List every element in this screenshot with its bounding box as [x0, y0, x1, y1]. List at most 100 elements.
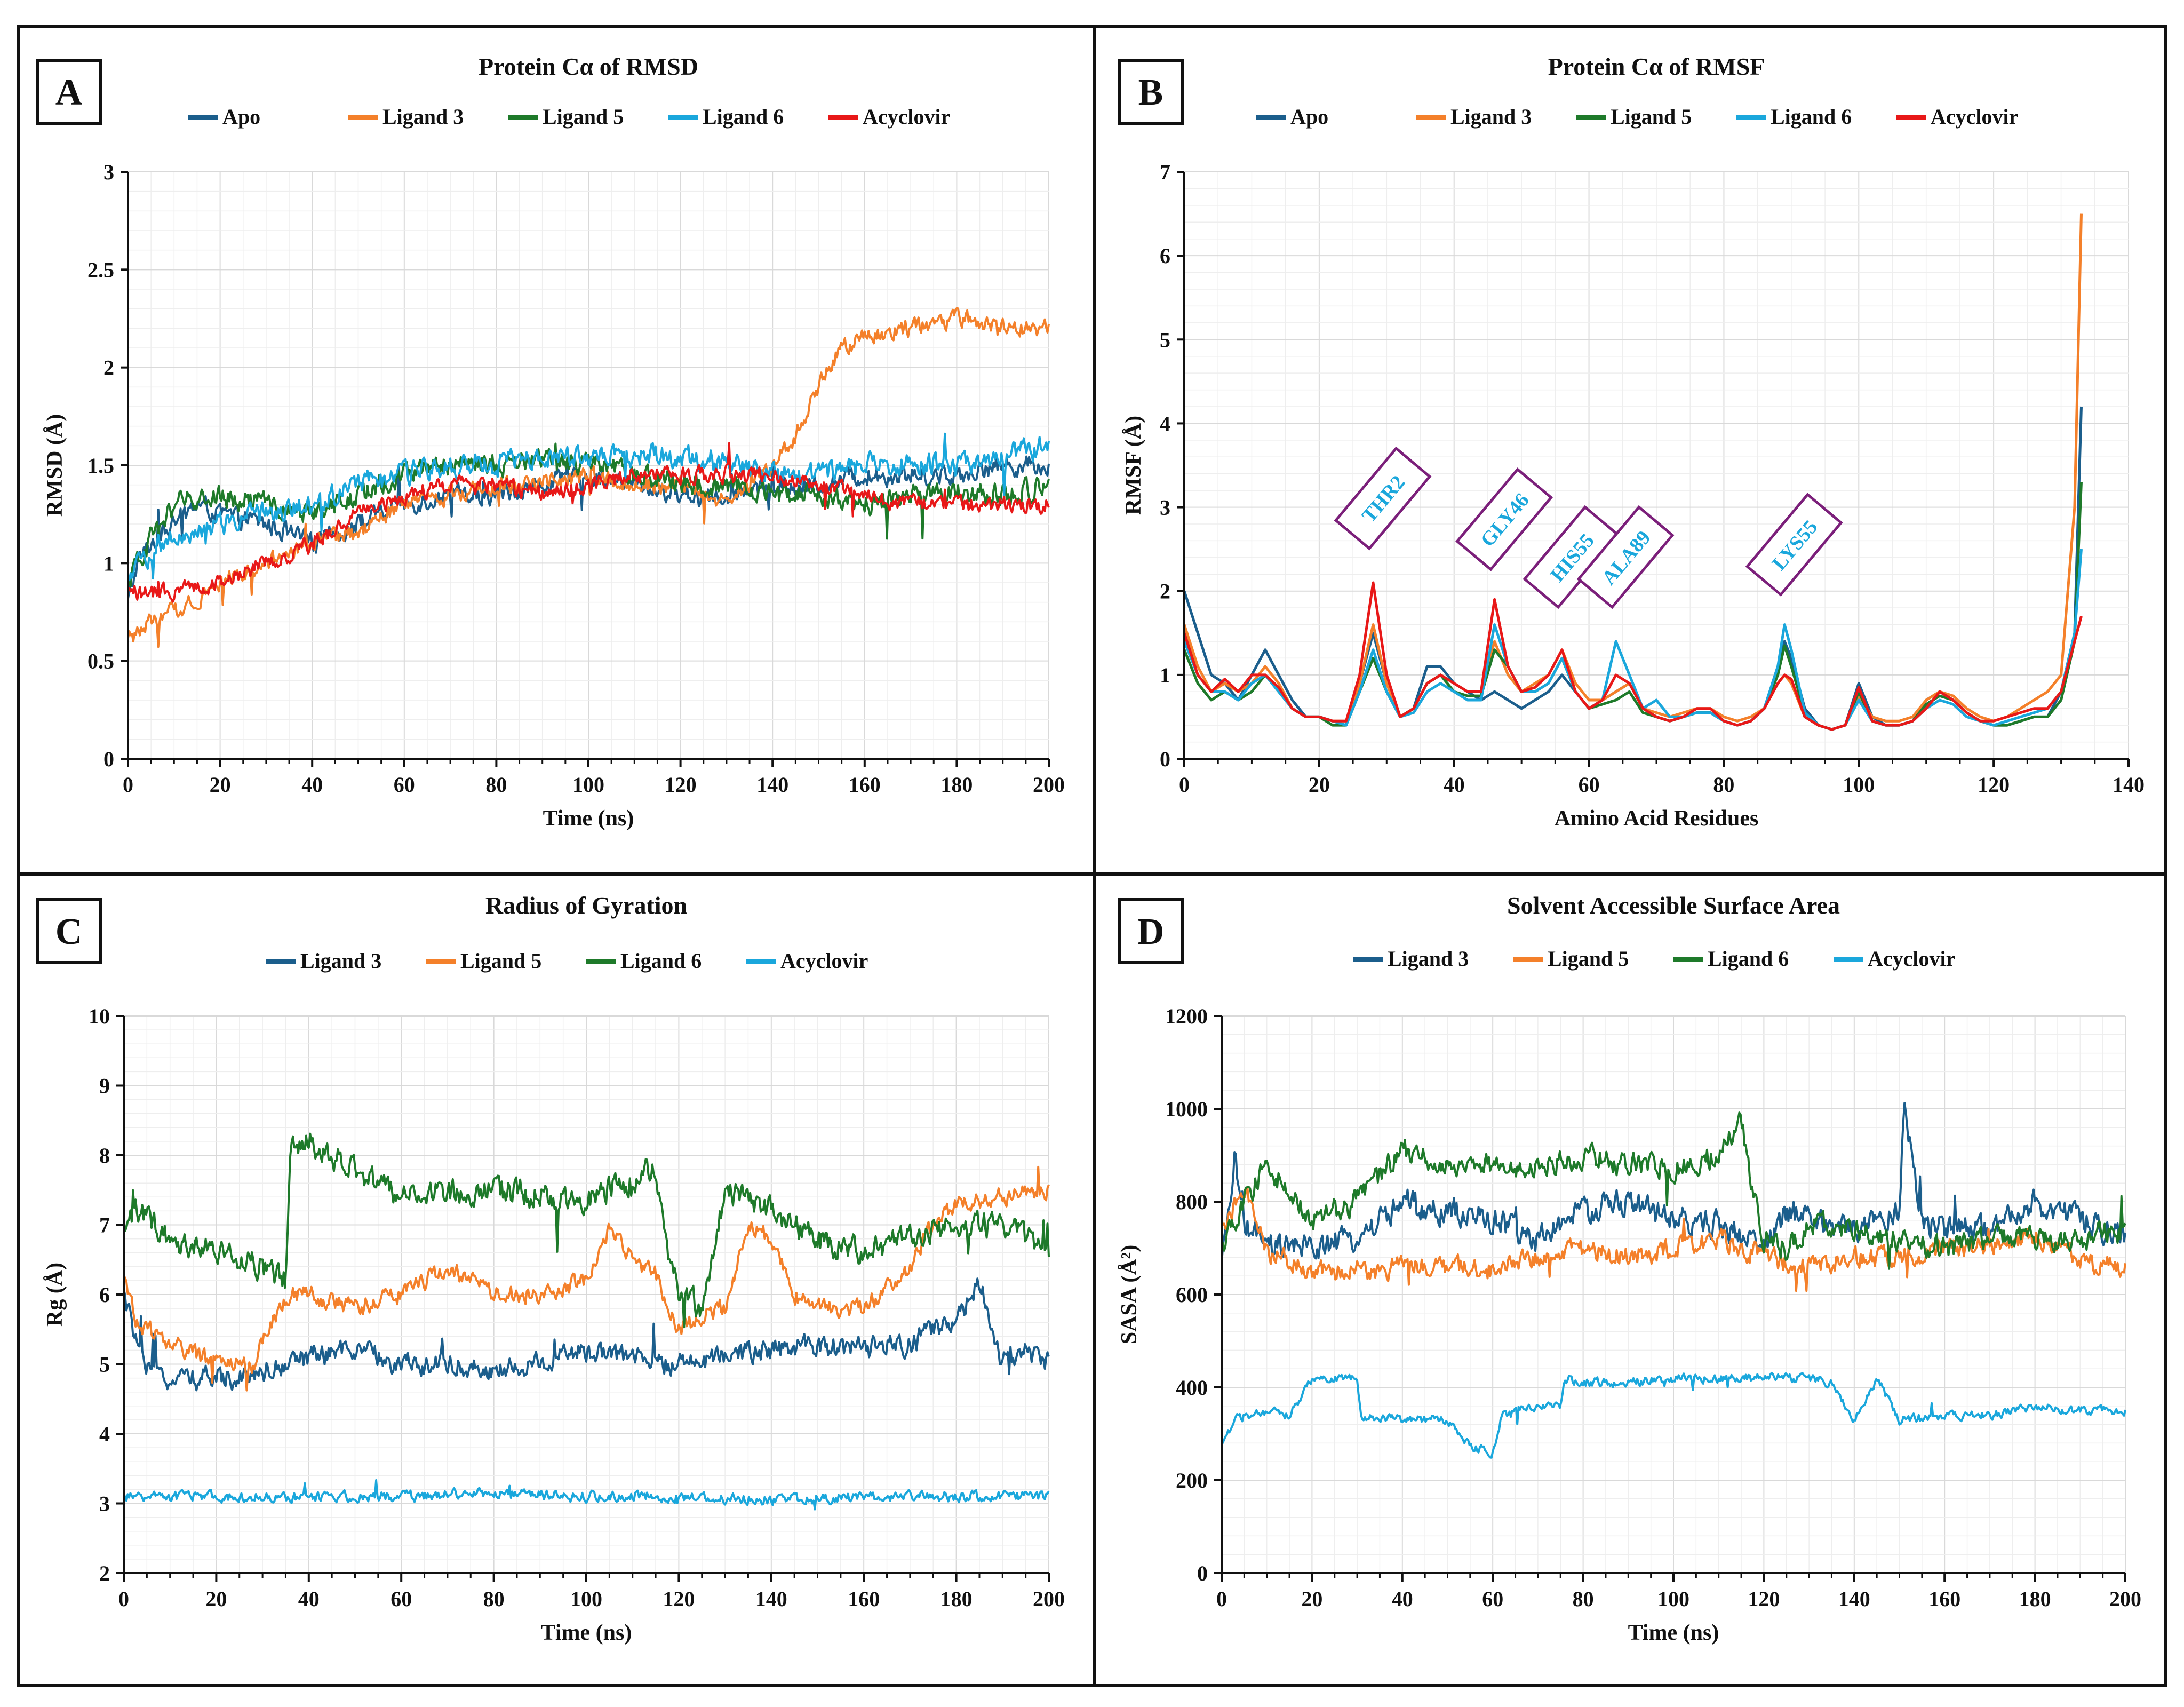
y-axis-label: Rg (Å) — [43, 1263, 67, 1327]
legend-item: Acyclovir — [1834, 947, 1955, 971]
x-axis-label: Time (ns) — [541, 1621, 632, 1645]
x-tick-label: 80 — [1713, 773, 1734, 797]
x-tick-label: 0 — [118, 1587, 129, 1611]
legend-label: Apo — [1290, 105, 1328, 129]
y-tick-label: 1 — [103, 551, 114, 575]
chart-title: Solvent Accessible Surface Area — [1507, 892, 1840, 919]
y-tick-label: 400 — [1176, 1376, 1208, 1400]
x-tick-label: 80 — [483, 1587, 505, 1611]
legend-label: Acyclovir — [863, 105, 950, 129]
chart-series — [1221, 1102, 2126, 1459]
series-line-acyclovir — [127, 442, 1050, 759]
x-axis-label: Time (ns) — [1628, 1621, 1719, 1645]
figure-frame — [17, 25, 2167, 1687]
legend-item: Apo — [1256, 105, 1328, 129]
legend-item: Ligand 5 — [1576, 105, 1692, 129]
x-tick-label: 200 — [1033, 1587, 1065, 1611]
legend-label: Ligand 6 — [620, 949, 702, 973]
y-tick-label: 5 — [99, 1353, 110, 1377]
legend-label: Acyclovir — [1868, 947, 1955, 971]
chart-title: Protein Cα of RMSD — [479, 53, 698, 80]
x-tick-label: 200 — [2109, 1587, 2141, 1611]
x-tick-label: 120 — [1978, 773, 2010, 797]
x-tick-label: 60 — [1579, 773, 1600, 797]
residue-annotation: GLY46 — [1455, 467, 1553, 571]
panel-label-box — [1118, 59, 1184, 125]
chart-grid — [123, 1015, 1049, 1574]
y-tick-label: 1.5 — [87, 454, 114, 478]
y-tick-label: 2 — [103, 356, 114, 380]
y-tick-label: 8 — [99, 1144, 110, 1168]
legend-label: Ligand 5 — [1548, 947, 1629, 971]
y-tick-label: 600 — [1176, 1283, 1208, 1307]
panel-a: A Protein Cα of RMSD Apo Ligand 3 Ligand 5 Li… — [36, 53, 1065, 831]
y-tick-label: 4 — [1160, 411, 1170, 435]
series-line-acyclovir — [1221, 1372, 2126, 1459]
series-line-ligand-3 — [127, 307, 1050, 759]
chart-legend: Apo Ligand 3 Ligand 5 Ligand 6 Acyclovir — [188, 105, 950, 129]
y-tick-label: 3 — [1160, 496, 1170, 520]
y-tick-label: 7 — [99, 1213, 110, 1237]
chart-grid — [1221, 1015, 2126, 1574]
y-tick-label: 9 — [99, 1074, 110, 1098]
x-tick-label: 60 — [1482, 1587, 1503, 1611]
y-tick-label: 0.5 — [87, 649, 114, 673]
legend-label: Apo — [222, 105, 260, 129]
y-axis-label: RMSD (Å) — [43, 414, 67, 517]
panel-label: A — [55, 72, 83, 113]
legend-item: Ligand 6 — [668, 105, 784, 129]
x-tick-label: 200 — [1033, 773, 1065, 797]
x-tick-label: 100 — [572, 773, 604, 797]
x-tick-label: 160 — [849, 773, 881, 797]
chart-grid — [1184, 171, 2129, 759]
chart-legend: Ligand 3 Ligand 5 Ligand 6 Acyclovir — [266, 949, 868, 973]
y-tick-label: 200 — [1176, 1468, 1208, 1492]
y-tick-label: 1 — [1160, 663, 1170, 687]
x-tick-label: 120 — [665, 773, 697, 797]
legend-item: Ligand 3 — [1416, 105, 1532, 129]
annotation-box — [1455, 467, 1553, 571]
x-tick-label: 120 — [663, 1587, 695, 1611]
x-tick-label: 160 — [1928, 1587, 1960, 1611]
x-tick-label: 180 — [940, 773, 973, 797]
legend-label: Ligand 6 — [1708, 947, 1789, 971]
legend-item: Apo — [188, 105, 260, 129]
x-tick-label: 140 — [2113, 773, 2145, 797]
x-axis-label: Time (ns) — [543, 806, 634, 831]
panel-label-box — [36, 59, 102, 125]
legend-label: Ligand 3 — [300, 949, 381, 973]
chart-series — [127, 307, 1050, 759]
x-tick-label: 40 — [1444, 773, 1465, 797]
x-tick-label: 80 — [1573, 1587, 1594, 1611]
chart-title: Protein Cα of RMSF — [1548, 53, 1765, 80]
legend-label: Ligand 5 — [1611, 105, 1692, 129]
x-tick-label: 20 — [205, 1587, 227, 1611]
panel-label: B — [1138, 72, 1163, 113]
y-tick-label: 5 — [1160, 328, 1170, 352]
legend-label: Ligand 3 — [1388, 947, 1469, 971]
legend-item: Ligand 5 — [426, 949, 541, 973]
legend-label: Ligand 5 — [460, 949, 541, 973]
y-tick-label: 1000 — [1165, 1097, 1208, 1121]
y-axis-label: SASA (Å²) — [1117, 1245, 1142, 1344]
residue-annotation: THR2 — [1334, 446, 1432, 551]
y-tick-label: 6 — [99, 1283, 110, 1307]
panel-label: D — [1137, 911, 1165, 952]
legend-label: Acyclovir — [780, 949, 868, 973]
legend-label: Ligand 6 — [1771, 105, 1852, 129]
panel-b: B Protein Cα of RMSF Apo Ligand 3 Ligand 5 Li… — [1118, 53, 2145, 831]
x-tick-label: 140 — [756, 773, 788, 797]
panel-label: C — [55, 911, 83, 952]
y-tick-label: 1200 — [1165, 1004, 1208, 1028]
legend-item: Ligand 3 — [1353, 947, 1469, 971]
chart-legend: Ligand 3 Ligand 5 Ligand 6 Acyclovir — [1353, 947, 1955, 971]
x-tick-label: 180 — [2019, 1587, 2051, 1611]
legend-item: Acyclovir — [828, 105, 950, 129]
y-tick-label: 0 — [1197, 1561, 1208, 1585]
chart-series — [1183, 213, 2083, 731]
legend-item: Ligand 6 — [586, 949, 702, 973]
y-axis-label: RMSF (Å) — [1121, 416, 1146, 515]
annotation-box — [1576, 505, 1675, 609]
series-line-ligand-6 — [127, 432, 1050, 759]
legend-item: Ligand 6 — [1736, 105, 1852, 129]
